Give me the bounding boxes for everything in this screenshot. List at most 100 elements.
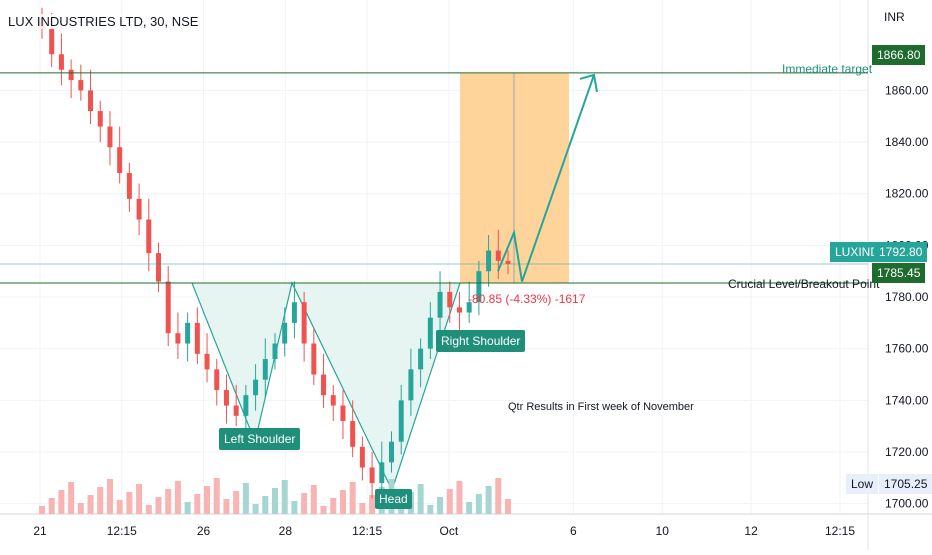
candle-body [165,281,171,334]
volume-bar [213,478,220,514]
candle-body [505,260,511,264]
x-tick-label: Oct [440,524,459,538]
candle-body [495,250,501,261]
x-tick-label: 26 [197,524,211,538]
volume-bar [495,478,502,514]
x-tick-label: 21 [33,524,47,538]
volume-bar [165,489,172,514]
volume-bar [116,500,123,514]
volume-bar [320,506,327,514]
candle-body [156,253,161,282]
y-tick-label: 1700.00 [885,497,929,511]
low-label-tag: Low [846,474,879,494]
candle-body [49,28,55,55]
x-tick-label: 28 [279,524,293,538]
candle-body [379,462,385,484]
candle-body [214,369,220,391]
chart-title: LUX INDUSTRIES LTD, 30, NSE [6,14,201,29]
symbol-tag: LUXIND [830,242,885,262]
volume-bar [339,490,346,514]
volume-bar [126,492,133,514]
volume-bar [456,481,463,514]
volume-bar [223,499,230,514]
candle-body [136,198,142,220]
candle-body [486,250,492,272]
y-tick-label: 1780.00 [885,290,929,304]
volume-bar [97,487,104,514]
crucial-level-label: Crucial Level/Breakout Point [728,277,880,291]
target-price-tag: 1866.80 [872,45,926,65]
head-label: Head [375,489,412,509]
right-shoulder-label: Right Shoulder [436,330,526,352]
volume-bar [39,506,45,514]
candle-body [437,291,443,318]
volume-bar [330,498,337,514]
volume-bar [446,489,453,514]
candle-body [321,374,327,396]
y-tick-label: 1720.00 [885,445,929,459]
candle-body [301,302,307,344]
candle-body [418,348,424,370]
volume-bar [369,495,376,514]
volume-bar [262,496,269,514]
inverse-head-shoulders-fill [192,282,460,491]
y-tick-label: 1820.00 [885,187,929,201]
volume-bar [417,484,424,514]
volume-bar [155,497,162,514]
candle-body [476,271,482,303]
volume-bar [291,501,298,514]
candle-body [359,446,365,468]
candle-body [175,333,181,344]
low-value-tag: 1705.25 [879,474,932,494]
candle-body [88,90,94,112]
candle-body [291,302,297,323]
volume-bar [310,485,317,514]
volume-bar [252,504,259,514]
x-tick-label: 12:15 [107,524,137,538]
volume-bar [58,490,65,514]
candle-body [389,441,394,463]
candle-body [466,302,472,313]
candle-body [311,343,317,375]
candle-body [408,369,414,401]
volume-bar [466,502,473,514]
y-tick-label: 1840.00 [885,135,929,149]
x-tick-label: 6 [570,524,577,538]
volume-bar [437,497,444,514]
volume-bar [427,505,434,514]
qtr-results-label: Qtr Results in First week of November [508,401,694,413]
volume-bar [301,493,308,514]
volume-bar [505,499,511,514]
volume-bar [194,494,201,514]
volume-bar [106,479,113,514]
candle-body [253,379,259,396]
volume-bar [204,486,211,514]
breakout-price-tag: 1785.45 [872,263,926,283]
candle-body [243,395,249,416]
volume-bar [272,488,278,514]
volume-bar [475,494,482,514]
candle-body [97,111,103,127]
candle-body [68,69,74,81]
candle-body [204,353,210,370]
candle-body [340,405,346,422]
immediate-target-label: Immediate target [782,62,873,76]
volume-bar [136,484,143,514]
volume-bar [68,482,75,514]
last-price-tag: 1792.80 [874,242,928,262]
volume-bar [349,482,356,514]
candle-body [126,173,132,199]
volume-bar [77,503,84,514]
projection-path [497,74,595,282]
x-tick-label: 12:15 [352,524,382,538]
candle-body [185,322,191,344]
volume-bar [242,483,249,514]
currency-label: INR [884,10,905,24]
measure-readout: -80.85 (-4.33%) -1617 [468,292,586,306]
x-tick-label: 12:15 [825,524,855,538]
candle-body [350,421,356,447]
candle-body [117,147,123,174]
candle-body [272,343,278,360]
